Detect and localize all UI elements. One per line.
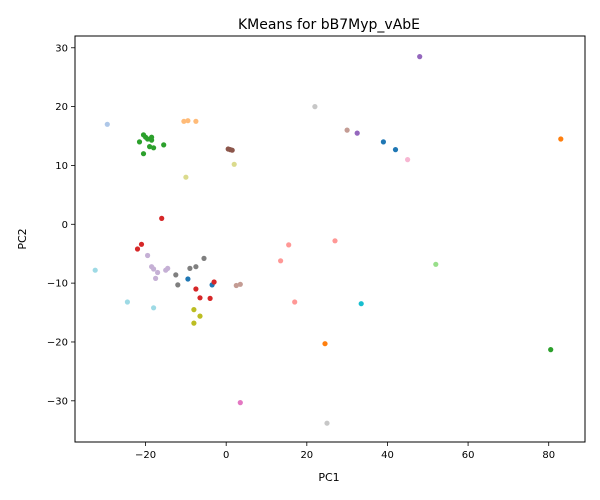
data-point-21	[140, 151, 147, 157]
x-axis-ticks: −20 0 20 40 60 80	[135, 442, 555, 461]
y-tick-label: 20	[55, 102, 68, 113]
y-tick-label: −10	[47, 279, 68, 290]
y-tick-label: −30	[47, 396, 68, 407]
data-point-26	[183, 174, 189, 180]
y-tick-label: 0	[62, 220, 68, 231]
data-point-47	[185, 276, 191, 282]
data-point-49	[211, 279, 217, 285]
x-tick-label: −20	[135, 450, 156, 461]
data-point-32	[138, 241, 145, 247]
data-point-65	[324, 420, 330, 426]
data-point-18	[147, 144, 153, 150]
data-point-36	[92, 267, 98, 273]
data-point-20	[161, 142, 167, 148]
data-point-56	[124, 299, 130, 305]
data-point-1	[104, 121, 110, 127]
data-point-27	[159, 215, 165, 221]
y-tick-label: 10	[55, 161, 68, 172]
data-point-4	[185, 118, 191, 124]
data-point-58	[358, 301, 364, 307]
data-point-60	[197, 313, 203, 319]
data-point-33	[145, 252, 151, 259]
data-point-64	[237, 400, 243, 406]
x-tick-label: 80	[542, 450, 555, 461]
data-point-17	[149, 137, 155, 143]
data-point-52	[207, 295, 213, 301]
data-point-53	[233, 282, 239, 289]
data-point-57	[151, 305, 157, 311]
data-point-3	[181, 118, 187, 124]
chart-title: KMeans for bB7Myp_vAbE	[238, 17, 420, 33]
y-tick-label: 30	[55, 43, 68, 54]
data-point-6	[344, 127, 350, 133]
data-point-7	[354, 130, 360, 136]
data-point-2	[312, 104, 318, 110]
data-point-35	[433, 261, 439, 267]
data-point-51	[197, 295, 203, 301]
data-point-61	[191, 320, 197, 326]
data-point-63	[548, 347, 554, 353]
x-tick-label: 40	[381, 450, 394, 461]
y-tick-label: −20	[47, 337, 68, 348]
data-point-45	[193, 264, 199, 270]
data-point-11	[405, 157, 411, 163]
points-layer	[92, 54, 564, 426]
data-point-8	[558, 136, 564, 142]
data-point-50	[193, 286, 199, 292]
data-point-5	[193, 118, 199, 124]
data-point-28	[332, 238, 338, 244]
data-point-62	[322, 341, 328, 347]
data-point-41	[165, 265, 171, 271]
data-point-46	[175, 282, 181, 288]
data-point-54	[237, 281, 243, 287]
data-point-12	[136, 139, 143, 145]
data-point-34	[201, 255, 207, 261]
data-point-9	[380, 139, 386, 145]
x-axis-label: PC1	[318, 471, 339, 484]
y-axis-ticks: −30 −20 −10 0 10 20 30	[47, 43, 75, 407]
data-point-38	[151, 266, 157, 272]
data-point-31	[134, 246, 141, 252]
data-point-42	[153, 275, 159, 281]
data-point-19	[151, 145, 157, 151]
x-tick-label: 0	[223, 450, 229, 461]
data-point-39	[155, 269, 161, 276]
data-point-15	[145, 136, 151, 142]
data-point-24	[229, 147, 235, 153]
data-point-43	[173, 272, 179, 278]
x-tick-label: 20	[300, 450, 313, 461]
data-point-0	[417, 54, 423, 60]
data-point-44	[187, 265, 193, 271]
data-point-10	[392, 147, 399, 153]
data-point-55	[292, 299, 298, 305]
data-point-30	[278, 258, 284, 264]
data-point-59	[191, 307, 197, 313]
plot-frame	[74, 35, 586, 443]
data-point-25	[231, 161, 237, 167]
data-point-29	[286, 242, 292, 248]
y-axis-label: PC2	[16, 228, 29, 249]
x-tick-label: 60	[462, 450, 475, 461]
